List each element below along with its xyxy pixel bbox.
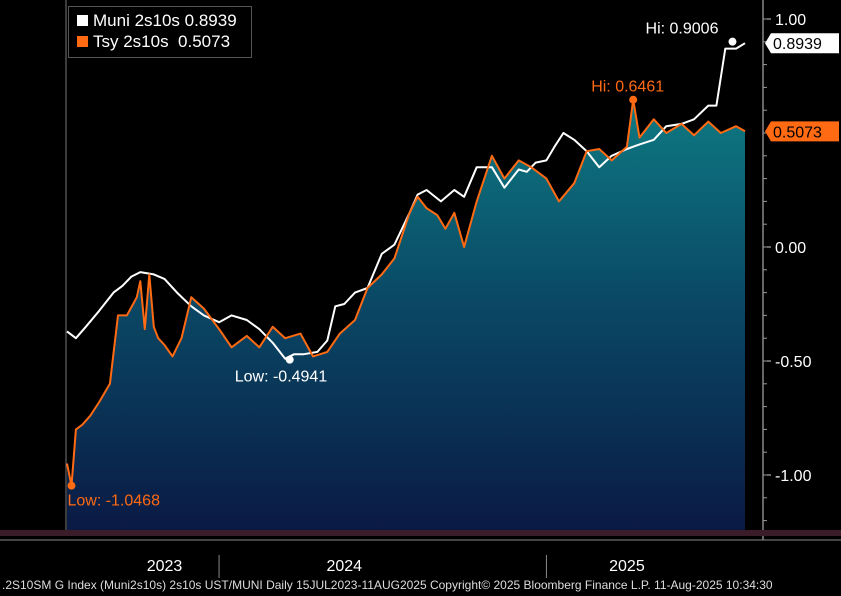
legend-label-tsy: Tsy 2s10s — [93, 32, 169, 51]
tsy-area — [67, 99, 745, 530]
x-tick-label: 2024 — [326, 558, 362, 575]
legend-swatch-muni — [77, 15, 88, 26]
plot-bottom-band — [0, 530, 841, 536]
tsy-line — [66, 98, 746, 487]
x-tick-label: 2025 — [609, 558, 645, 575]
tsy-last-value-tag-text: 0.5073 — [773, 124, 822, 141]
y-tick-label: -1.00 — [775, 468, 812, 485]
tsy-last-value-tag-box — [765, 121, 839, 142]
footer-text: .2S10SM G Index (Muni2s10s) 2s10s UST/MU… — [2, 578, 773, 592]
legend-value-tsy: 0.5073 — [178, 32, 231, 51]
annotation-marker — [285, 355, 294, 364]
y-tick-label: -0.50 — [775, 354, 812, 371]
muni-last-value-tag: 0.8939 — [765, 33, 839, 54]
annotation-marker — [67, 481, 76, 490]
y-tick-label: 1.00 — [775, 12, 806, 29]
legend: Muni 2s10s 0.8939 Tsy 2s10s 0.5073 — [68, 6, 252, 58]
annotation-label: Hi: 0.6461 — [591, 79, 664, 96]
annotation-marker — [629, 95, 638, 104]
legend-value-muni: 0.8939 — [184, 11, 237, 30]
muni-last-value-tag-text: 0.8939 — [773, 36, 822, 53]
legend-swatch-tsy — [77, 36, 88, 47]
annotation-label: Low: -0.4941 — [235, 369, 328, 386]
legend-item-muni: Muni 2s10s 0.8939 — [77, 11, 237, 31]
annotation-label: Hi: 0.9006 — [646, 21, 719, 38]
muni-last-value-tag-box — [765, 33, 839, 54]
annotation-marker — [728, 37, 737, 46]
legend-label-muni: Muni 2s10s — [93, 11, 180, 30]
tsy-last-value-tag: 0.5073 — [765, 121, 839, 142]
annotation-label: Low: -1.0468 — [67, 493, 160, 510]
x-tick-label: 2023 — [147, 558, 183, 575]
legend-item-tsy: Tsy 2s10s 0.5073 — [77, 32, 230, 52]
y-tick-label: 0.00 — [775, 240, 806, 257]
